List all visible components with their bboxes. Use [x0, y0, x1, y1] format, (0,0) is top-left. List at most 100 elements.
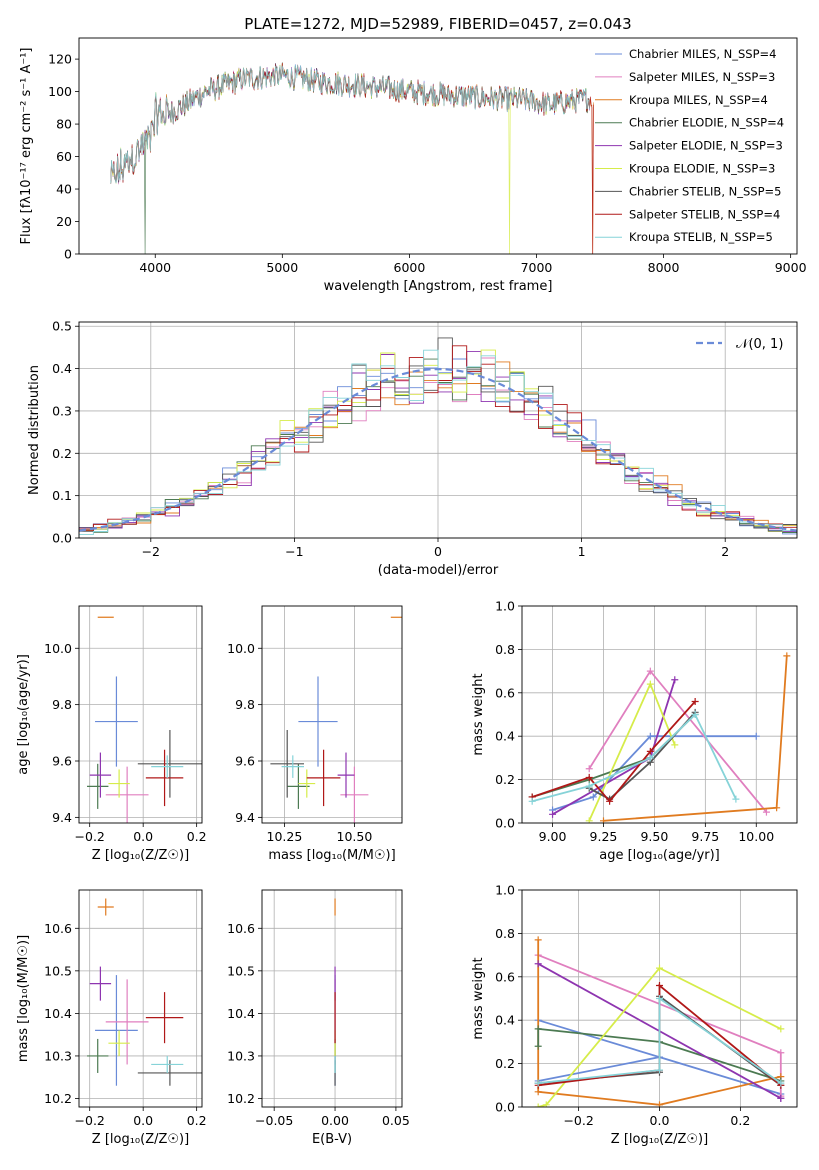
residuals-normal-curve [79, 367, 797, 532]
mass_vs_Z-xlabel: Z [log₁₀(Z/Z☉)] [92, 1132, 189, 1147]
mass_vs_Z-point-4 [89, 966, 112, 1001]
weight_vs_age-marker-1-1 [646, 667, 654, 675]
spectrum-xtick-label-2: 6000 [394, 260, 426, 275]
spectrum-frame [78, 37, 798, 255]
mass_vs_Z-point-3 [87, 1038, 109, 1073]
weight_vs_Z-marker-5-2 [656, 964, 663, 972]
age_vs_mass-point-7 [306, 749, 341, 807]
spectrum-legend-label-4: Salpeter ELODIE, N_SSP=3 [629, 139, 783, 153]
weight_vs_Z-marker-3-1 [534, 1025, 542, 1033]
weight_vs_age-plot-area [528, 652, 791, 823]
weight_vs_age-ylabel: mass weight [471, 673, 486, 755]
mass_vs_ebv-ytick-label-0: 10.2 [227, 1091, 255, 1106]
age_vs_mass-point-6 [270, 730, 304, 798]
weight_vs_age-marker-7-3 [646, 747, 654, 755]
age_vs_mass-ytick-label-2: 9.8 [235, 697, 255, 712]
residuals-legend-label: 𝒩(0, 1) [736, 337, 783, 352]
spectrum-xtick-label-5: 9000 [775, 260, 807, 275]
age_vs_mass-ytick-label-3: 10.0 [227, 641, 255, 656]
spectrum-xtick-label-3: 7000 [521, 260, 553, 275]
age_vs_Z-ytick-label-0: 9.4 [52, 810, 72, 825]
mass_vs_ebv-frame [261, 889, 403, 1108]
weight_vs_age-marker-8-4 [732, 795, 740, 803]
spectrum-title: PLATE=1272, MJD=52989, FIBERID=0457, z=0… [244, 15, 631, 33]
weight_vs_age-marker-2-1 [773, 804, 781, 812]
residuals-ytick-label-2: 0.2 [52, 446, 72, 461]
residuals-ytick-label-0: 0.0 [52, 531, 72, 546]
weight_vs_Z-xlabel: Z [log₁₀(Z/Z☉)] [611, 1132, 708, 1147]
age_vs_Z-point-5 [108, 769, 130, 798]
spectrum-ytick-label-1: 20 [56, 214, 72, 229]
mass_vs_Z-axes: −0.2 0.0 0.2 10.2 10.3 10.4 10.5 10.6 Z [log₁₀(Z… [16, 889, 207, 1147]
weight_vs_Z-xtick-label-2: 0.2 [730, 1113, 750, 1128]
weight_vs_Z-series-8 [538, 996, 782, 1084]
mass_vs_Z-xtick-label-1: 0.0 [133, 1113, 153, 1128]
weight_vs_age-axes: 9.00 9.25 9.50 9.75 10.00 0.0 0.2 0.4 0.6 0.8 1.0 a… [471, 599, 798, 863]
weight_vs_age-marker-1-0 [585, 765, 593, 773]
weight_vs_Z-series-5 [537, 966, 782, 1107]
weight_vs_age-ytick-label-1: 0.2 [495, 772, 515, 787]
age_vs_Z-xtick-label-1: 0.0 [133, 829, 153, 844]
weight_vs_Z-marker-4-0 [534, 960, 542, 968]
mass_vs_ebv-xlabel: E(B-V) [312, 1132, 352, 1147]
mass_vs_Z-point-0 [95, 975, 138, 1086]
weight_vs_Z-marker-8-3 [777, 1079, 785, 1087]
residuals-hist-8 [79, 349, 797, 538]
age_vs_Z-ytick-label-1: 9.6 [52, 754, 72, 769]
age_vs_mass-plot-area [270, 616, 402, 823]
residuals-frame [78, 321, 798, 539]
weight_vs_Z-marker-2-0 [534, 936, 542, 944]
weight_vs_age-marker-7-4 [691, 697, 699, 705]
age_vs_Z-point-4 [89, 752, 112, 798]
weight_vs_age-xtick-label-0: 9.00 [539, 829, 567, 844]
weight_vs_Z-marker-8-1 [656, 1066, 663, 1074]
spectrum-ytick-label-3: 60 [56, 149, 72, 164]
spectrum-ytick-label-2: 40 [56, 182, 72, 197]
weight_vs_age-marker-4-0 [549, 810, 557, 818]
age_vs_mass-ytick-label-0: 9.4 [235, 810, 255, 825]
spectrum-ytick-label-6: 120 [48, 52, 72, 67]
spectrum-xlabel: wavelength [Angstrom, rest frame] [324, 279, 553, 294]
age_vs_mass-point-1 [340, 766, 369, 823]
mass_vs_ebv-ytick-label-3: 10.5 [227, 963, 255, 978]
spectrum-legend-label-7: Salpeter STELIB, N_SSP=4 [629, 207, 780, 221]
spectrum-legend-label-3: Chabrier ELODIE, N_SSP=4 [629, 116, 784, 130]
weight_vs_age-marker-8-1 [585, 782, 593, 790]
age_vs_Z-point-8 [151, 755, 184, 778]
weight_vs_age-marker-0-3 [752, 732, 760, 740]
mass_vs_ebv-axes: −0.05 0.00 0.05 10.2 10.3 10.4 10.5 10.6 E(B-V) [227, 889, 410, 1147]
mass_vs_ebv-ytick-label-4: 10.6 [227, 921, 255, 936]
weight_vs_age-marker-8-2 [646, 754, 654, 762]
age_vs_Z-frame [78, 605, 203, 824]
mass_vs_Z-point-5 [108, 1030, 130, 1056]
weight_vs_Z-marker-8-0 [534, 1079, 542, 1087]
mass_vs_Z-ytick-label-3: 10.5 [44, 963, 72, 978]
age_vs_mass-axes: 10.25 10.50 9.4 9.6 9.8 10.0 mass [log₁₀(M/M☉)… [227, 605, 403, 863]
weight_vs_age-xtick-label-3: 9.75 [691, 829, 719, 844]
weight_vs_age-xtick-label-4: 10.00 [738, 829, 774, 844]
weight_vs_Z-ytick-label-4: 0.8 [495, 926, 515, 941]
spectrum-legend-label-1: Salpeter MILES, N_SSP=3 [629, 70, 775, 84]
mass_vs_Z-ytick-label-2: 10.4 [44, 1006, 72, 1021]
residuals-xtick-label-2: 0 [434, 544, 442, 559]
weight_vs_Z-ytick-label-0: 0.0 [495, 1100, 515, 1115]
mass_vs_ebv-ytick-label-2: 10.4 [227, 1006, 255, 1021]
residuals-axes: −2 −1 0 1 2 0.0 0.1 0.2 0.3 0.4 0.5 (data-model)/er… [27, 319, 798, 578]
weight_vs_Z-ytick-label-2: 0.4 [495, 1013, 515, 1028]
mass_vs_Z-point-8 [151, 1055, 184, 1073]
weight_vs_Z-marker-5-0 [534, 1103, 542, 1107]
mass_vs_Z-xtick-label-0: −0.2 [75, 1113, 105, 1128]
weight_vs_age-marker-0-2 [646, 732, 654, 740]
weight_vs_age-ytick-label-2: 0.4 [495, 729, 515, 744]
weight_vs_age-marker-5-1 [646, 680, 654, 688]
residuals-ylabel: Normed distribution [27, 365, 42, 495]
weight_vs_Z-xtick-label-1: 0.0 [650, 1113, 670, 1128]
age_vs_Z-ytick-label-3: 10.0 [44, 641, 72, 656]
weight_vs_age-marker-7-2 [606, 797, 614, 805]
age_vs_mass-ytick-label-1: 9.6 [235, 754, 255, 769]
age_vs_Z-xtick-label-2: 0.2 [187, 829, 207, 844]
residuals-ytick-label-1: 0.1 [52, 488, 72, 503]
spectrum-ylabel: Flux [fλ10⁻¹⁷ erg cm⁻² s⁻¹ A⁻¹] [19, 48, 34, 245]
spectrum-xtick-label-0: 4000 [139, 260, 171, 275]
age_vs_mass-frame [261, 605, 403, 824]
